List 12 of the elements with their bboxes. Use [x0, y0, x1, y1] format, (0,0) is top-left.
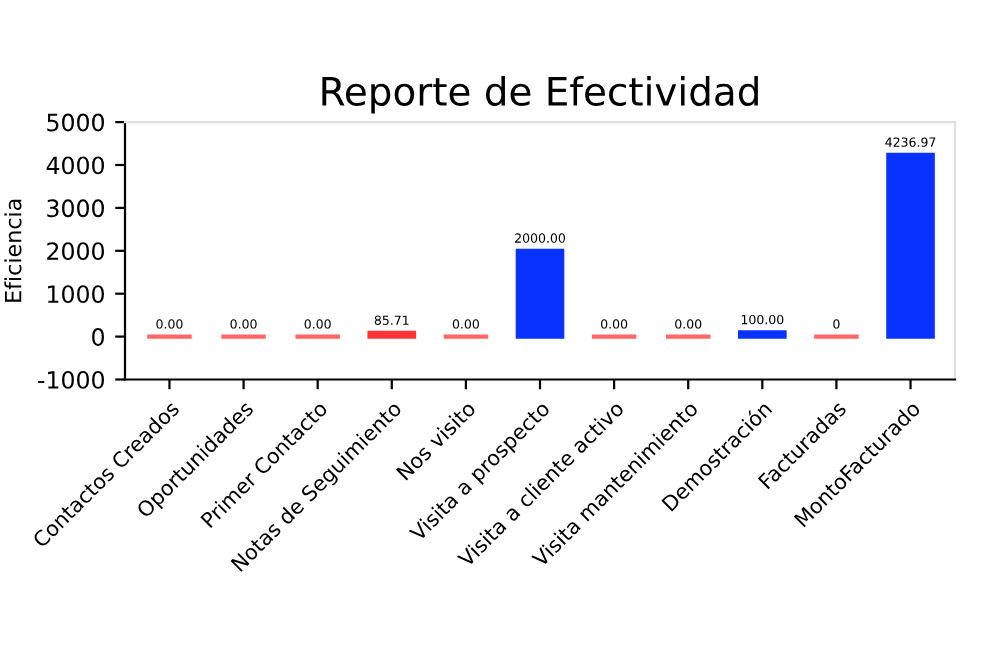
bar [738, 330, 787, 339]
y-tick-label: -1000 [38, 370, 104, 389]
y-tick-label: 1000 [48, 285, 104, 304]
y-tick-label: 0 [92, 328, 104, 346]
y-axis-title: Eficiencia [4, 199, 22, 302]
y-tick-label: 2000 [47, 242, 104, 261]
chart-title: Reporte de Efectividad [322, 75, 758, 114]
y-tick-label: 3000 [47, 199, 104, 218]
y-tick-label: 4000 [46, 156, 104, 175]
y-tick-label: 5000 [47, 113, 104, 132]
bar [515, 248, 565, 339]
bar [886, 152, 935, 339]
